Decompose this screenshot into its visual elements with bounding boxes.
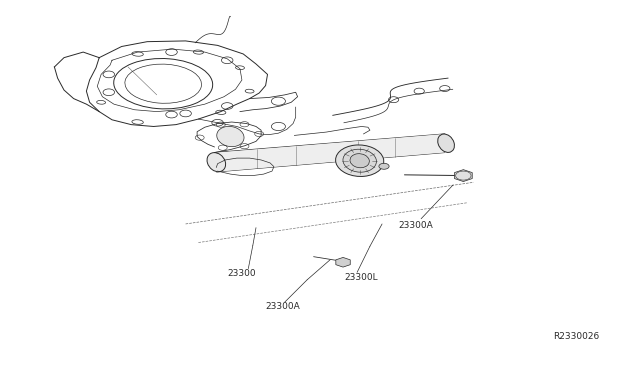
Circle shape — [379, 163, 389, 169]
Ellipse shape — [343, 149, 376, 172]
Polygon shape — [454, 170, 472, 182]
Text: 23300: 23300 — [227, 269, 256, 278]
Text: R2330026: R2330026 — [554, 332, 600, 341]
Polygon shape — [216, 134, 445, 172]
Text: 23300A: 23300A — [398, 221, 433, 230]
Ellipse shape — [438, 134, 454, 153]
Ellipse shape — [335, 145, 384, 176]
Ellipse shape — [350, 154, 369, 168]
Ellipse shape — [207, 153, 226, 172]
Circle shape — [456, 171, 471, 180]
Polygon shape — [336, 257, 350, 267]
Text: 23300L: 23300L — [344, 273, 378, 282]
Text: 23300A: 23300A — [266, 302, 300, 311]
Ellipse shape — [217, 126, 244, 147]
